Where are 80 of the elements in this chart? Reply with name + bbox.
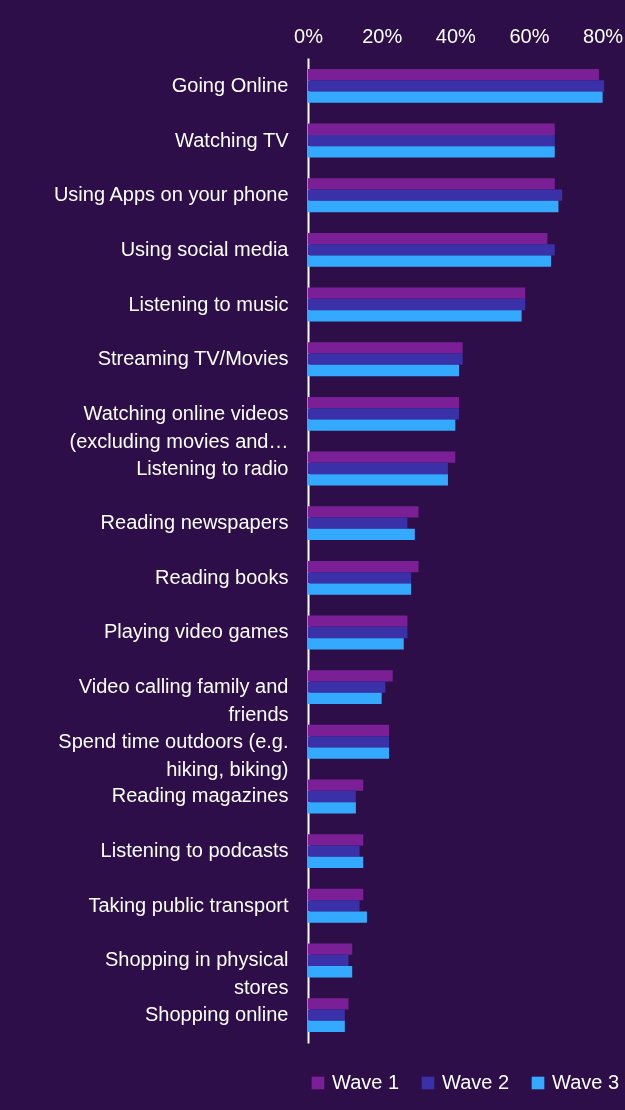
y-tick-label: Using Apps on your phone: [53, 183, 289, 206]
bar: [308, 474, 448, 486]
bar: [308, 353, 463, 365]
y-tick-label: Reading magazines: [111, 784, 289, 807]
bar: [308, 845, 360, 857]
bar: [308, 91, 603, 103]
y-tick-label: Watching TV: [175, 128, 290, 151]
bar: [308, 747, 390, 759]
bar: [308, 911, 367, 923]
y-tick-label: Reading newspapers: [100, 511, 289, 534]
bar: [308, 856, 364, 869]
bar: [308, 244, 555, 256]
bar: [308, 692, 382, 705]
x-tick-label: 80%: [583, 24, 624, 47]
y-tick-label: Video calling family and friends: [78, 675, 289, 726]
bar: [308, 560, 419, 573]
bar: [308, 287, 526, 299]
bar: [308, 462, 448, 475]
y-tick-label: Using social media: [120, 237, 290, 260]
bar: [308, 419, 456, 431]
bar: [308, 572, 412, 584]
bar: [308, 779, 364, 791]
y-tick-label: Listening to podcasts: [100, 839, 289, 862]
bar: [308, 68, 599, 81]
bar: [308, 943, 353, 955]
y-tick-label: Shopping online: [145, 1003, 289, 1026]
y-tick-label: Going Online: [171, 73, 289, 96]
bar: [308, 364, 459, 377]
bar: [308, 966, 353, 978]
bar: [308, 189, 563, 201]
bar: [308, 255, 552, 267]
bar: [308, 998, 349, 1010]
bar: [308, 451, 456, 463]
bar: [308, 724, 390, 737]
bar: [308, 736, 390, 748]
x-tick-label: 40%: [435, 24, 477, 47]
bar: [308, 900, 360, 912]
y-tick-label: Reading books: [155, 565, 289, 588]
y-tick-label: Taking public transport: [88, 893, 289, 916]
legend-label: Wave 2: [442, 1071, 510, 1093]
y-tick-label: Shopping in physical stores: [105, 948, 289, 999]
bar: [308, 178, 555, 190]
bar: [308, 123, 555, 135]
bar: [308, 834, 364, 846]
bar: [308, 80, 605, 92]
y-tick-label: Listening to radio: [136, 456, 289, 479]
bar: [308, 528, 415, 541]
bar: [308, 583, 412, 595]
bar: [308, 146, 555, 158]
bar: [308, 310, 522, 322]
y-tick-label: Playing video games: [103, 620, 289, 643]
bar: [308, 232, 548, 245]
bar: [308, 888, 364, 901]
bar: [308, 396, 459, 409]
bar: [308, 615, 408, 627]
legend-label: Wave 1: [332, 1071, 400, 1093]
y-tick-label: Spend time outdoors (e.g. hiking, biking): [58, 729, 289, 780]
bar: [308, 1009, 345, 1021]
bar: [308, 134, 555, 147]
bar: [308, 1020, 345, 1033]
bar: [308, 670, 393, 682]
bar: [308, 802, 356, 814]
bar: [308, 954, 349, 967]
bar: [308, 408, 459, 420]
bar: [308, 342, 463, 354]
y-tick-label: Watching online videos (excluding movies and…: [69, 401, 289, 452]
y-tick-label: Listening to music: [128, 292, 289, 315]
x-tick-label: 0%: [294, 24, 324, 47]
bar: [308, 298, 526, 311]
bar: [308, 506, 419, 518]
legend-label: Wave 3: [552, 1071, 620, 1093]
bar: [308, 790, 356, 803]
x-tick-label: 60%: [509, 24, 550, 47]
bar: [308, 638, 404, 650]
bar: [308, 200, 559, 213]
x-tick-label: 20%: [362, 24, 403, 47]
bar: [308, 626, 408, 639]
y-tick-label: Streaming TV/Movies: [97, 347, 289, 370]
bar: [308, 517, 408, 529]
bar: [308, 681, 386, 693]
